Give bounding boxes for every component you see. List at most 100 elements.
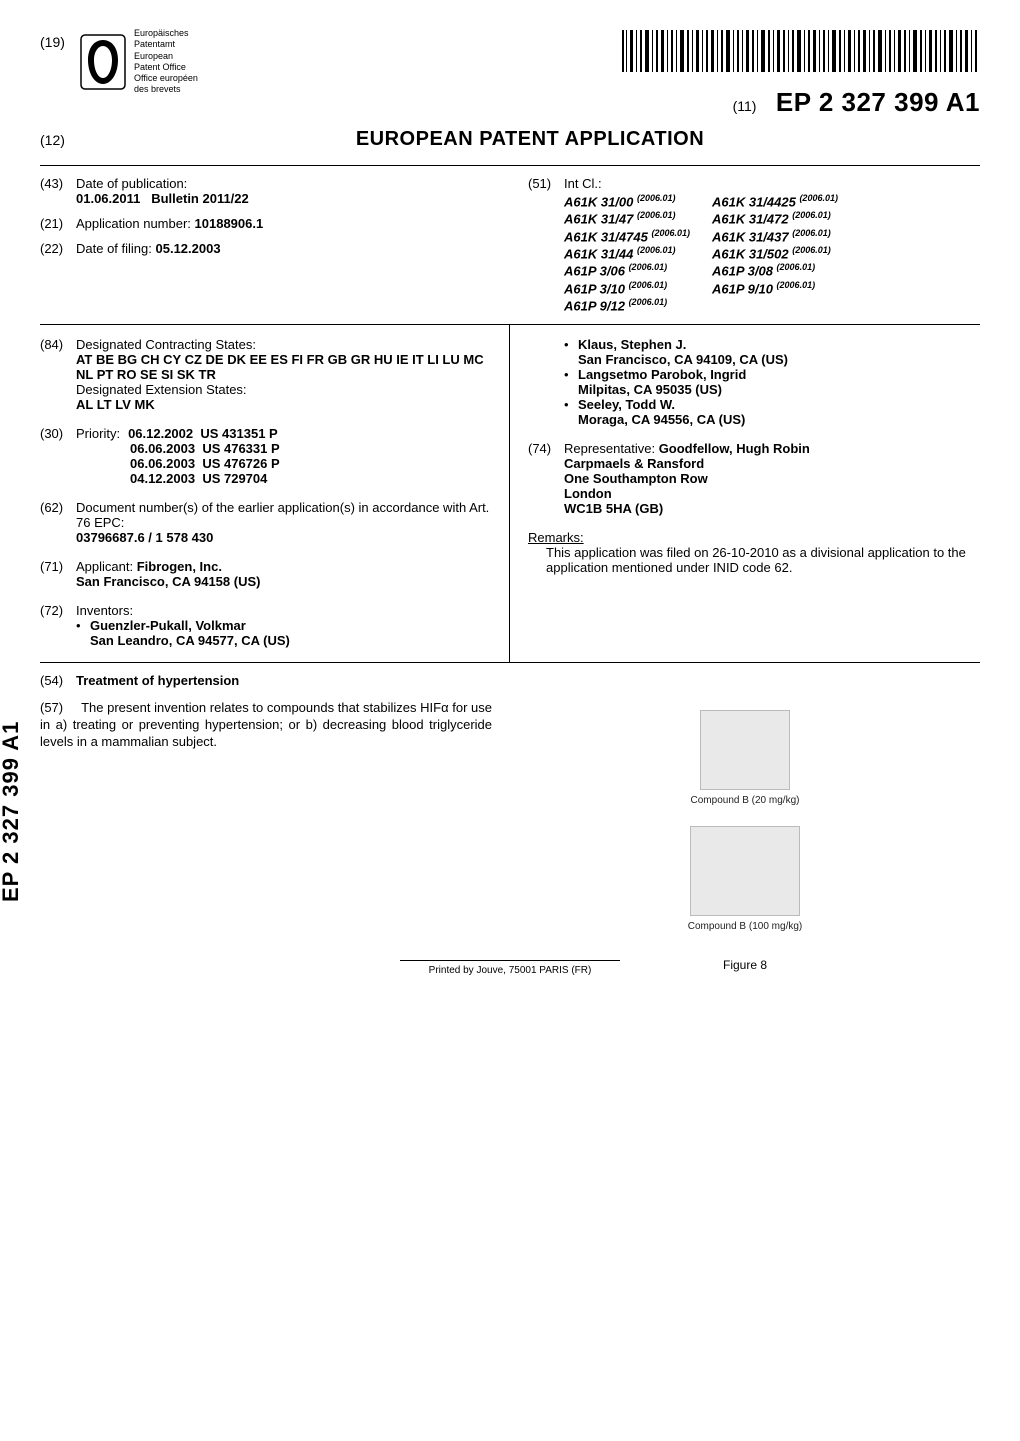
ipc-code: A61K 31/4745 (2006.01) [564,228,690,244]
remarks-head: Remarks: [528,530,584,545]
date-pub-date: 01.06.2011 [76,191,140,206]
field-62: (62) Document number(s) of the earlier a… [40,500,491,545]
priority-line: 04.12.2003 US 729704 [130,471,491,486]
field-71: (71) Applicant: Fibrogen, Inc. San Franc… [40,559,491,589]
body-right: •Klaus, Stephen J.San Francisco, CA 9410… [510,325,980,662]
epo-logo-block: Europäisches Patentamt European Patent O… [80,28,198,96]
invention-title: Treatment of hypertension [76,673,239,688]
title-row: (12) EUROPEAN PATENT APPLICATION [40,128,980,151]
date-pub-bulletin: Bulletin 2011/22 [151,191,249,206]
field-74: (74) Representative: Goodfellow, Hugh Ro… [528,441,972,516]
n72: (72) [40,603,76,648]
date-pub-label: Date of publication: [76,176,187,191]
applicant-name: Fibrogen, Inc. [137,559,222,574]
meta-right: (51) Int Cl.: A61K 31/00 (2006.01)A61K 3… [510,166,980,324]
n54: (54) [40,673,76,688]
docnum-value: 03796687.6 / 1 578 430 [76,530,213,545]
n12: (12) [40,132,80,148]
n22: (22) [40,241,76,256]
figure-caption-2: Compound B (100 mg/kg) [510,921,980,932]
states-label: Designated Contracting States: [76,337,256,352]
logo-line: Office européen [134,73,198,84]
ipc-code: A61P 3/06 (2006.01) [564,262,690,278]
figure-image-1 [700,710,790,790]
footer-rule [400,960,620,961]
ipc-code: A61P 9/10 (2006.01) [712,280,838,296]
rep-line: One Southampton Row [564,471,708,486]
applicant-addr: San Francisco, CA 94158 (US) [76,574,260,589]
rep-line: WC1B 5HA (GB) [564,501,663,516]
priority-line: 06.06.2003 US 476331 P [130,441,491,456]
abstract-text: The present invention relates to compoun… [40,700,492,749]
body-grid: (84) Designated Contracting States: AT B… [40,325,980,663]
ipc-code: A61K 31/47 (2006.01) [564,210,690,226]
n74: (74) [528,441,564,516]
ipc-code: A61P 3/08 (2006.01) [712,262,838,278]
prio-label: Priority: [76,426,120,441]
ext-label: Designated Extension States: [76,382,247,397]
inventors-left-list: •Guenzler-Pukall, VolkmarSan Leandro, CA… [76,618,491,648]
inventor-item: •Langsetmo Parobok, IngridMilpitas, CA 9… [564,367,972,397]
n21: (21) [40,216,76,231]
inventors-right: •Klaus, Stephen J.San Francisco, CA 9410… [528,337,972,427]
priority-line: 06.12.2002 US 431351 P [128,426,278,441]
n71: (71) [40,559,76,589]
app-num-label: Application number: [76,216,191,231]
inventor-item: •Guenzler-Pukall, VolkmarSan Leandro, CA… [76,618,491,648]
body-left: (84) Designated Contracting States: AT B… [40,325,510,662]
field-43: (43) Date of publication: 01.06.2011 Bul… [40,176,492,206]
inventors-right-list: •Klaus, Stephen J.San Francisco, CA 9410… [564,337,972,427]
ipc-columns: A61K 31/00 (2006.01)A61K 31/47 (2006.01)… [564,193,972,314]
n62: (62) [40,500,76,545]
field-51: (51) Int Cl.: A61K 31/00 (2006.01)A61K 3… [528,176,972,314]
field-54: (54) Treatment of hypertension [40,673,980,688]
ipc-code: A61K 31/4425 (2006.01) [712,193,838,209]
states-value: AT BE BG CH CY CZ DE DK EE ES FI FR GB G… [76,352,484,382]
application-title: EUROPEAN PATENT APPLICATION [80,128,980,151]
filing-value: 05.12.2003 [156,241,221,256]
filing-label: Date of filing: [76,241,152,256]
remarks-text: This application was filed on 26-10-2010… [546,545,972,575]
logo-line: European [134,51,198,62]
app-num-value: 10188906.1 [195,216,264,231]
inventor-item: •Seeley, Todd W.Moraga, CA 94556, CA (US… [564,397,972,427]
n43: (43) [40,176,76,206]
priority-first: 06.12.2002 US 431351 P [128,426,278,441]
figure-caption-1: Compound B (20 mg/kg) [510,795,980,806]
n30: (30) [40,426,76,486]
rep-label: Representative: [564,441,655,456]
ipc-code: A61K 31/44 (2006.01) [564,245,690,261]
ipc-code: A61K 31/437 (2006.01) [712,228,838,244]
figure-image-2 [690,826,800,916]
intcl-label: Int Cl.: [564,176,602,191]
ipc-col-left: A61K 31/00 (2006.01)A61K 31/47 (2006.01)… [564,193,690,314]
barcode-block: (11) EP 2 327 399 A1 [620,28,980,118]
ipc-col-right: A61K 31/4425 (2006.01)A61K 31/472 (2006.… [712,193,838,314]
pub-line: (11) EP 2 327 399 A1 [620,87,980,118]
n19: (19) [40,28,80,50]
epo-logo-icon [80,34,126,90]
inventors-label: Inventors: [76,603,133,618]
meta-left: (43) Date of publication: 01.06.2011 Bul… [40,166,510,324]
ipc-code: A61P 9/12 (2006.01) [564,297,690,313]
rep-line: Carpmaels & Ransford [564,456,704,471]
publication-number: EP 2 327 399 A1 [776,87,980,117]
meta-grid: (43) Date of publication: 01.06.2011 Bul… [40,165,980,325]
remarks: Remarks: This application was filed on 2… [528,530,972,575]
abstract-left: (57) The present invention relates to co… [40,700,510,972]
inventor-item: •Klaus, Stephen J.San Francisco, CA 9410… [564,337,972,367]
footer-text: Printed by Jouve, 75001 PARIS (FR) [429,965,592,976]
ipc-code: A61P 3/10 (2006.01) [564,280,690,296]
field-30: (30) Priority: 06.12.2002 US 431351 P 06… [40,426,491,486]
logo-line: Patentamt [134,39,198,50]
abstract-right: Compound B (20 mg/kg) Compound B (100 mg… [510,700,980,972]
ipc-code: A61K 31/472 (2006.01) [712,210,838,226]
barcode-icon [620,28,980,74]
docnum-label: Document number(s) of the earlier applic… [76,500,489,530]
spacer [528,337,564,427]
logo-line: Europäisches [134,28,198,39]
logo-line: Patent Office [134,62,198,73]
field-72: (72) Inventors: •Guenzler-Pukall, Volkma… [40,603,491,648]
ext-value: AL LT LV MK [76,397,155,412]
field-84: (84) Designated Contracting States: AT B… [40,337,491,412]
